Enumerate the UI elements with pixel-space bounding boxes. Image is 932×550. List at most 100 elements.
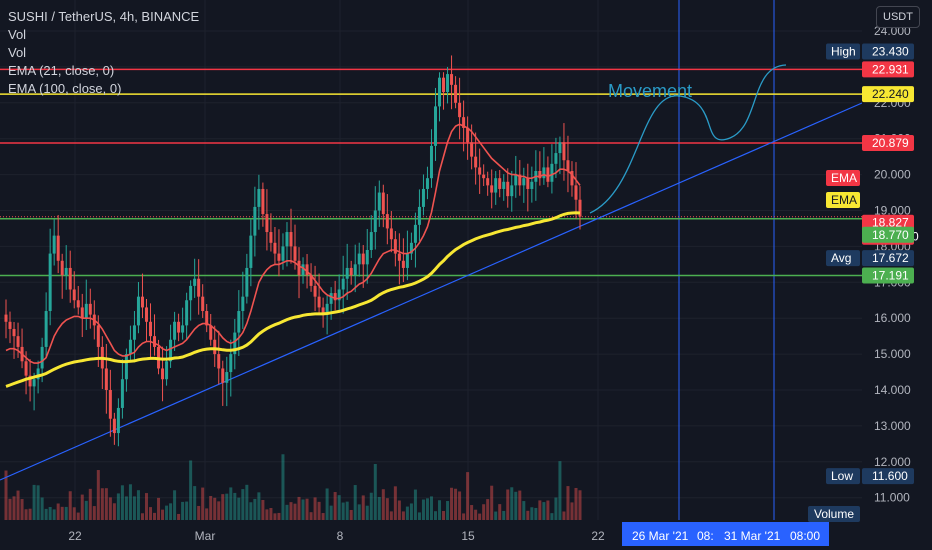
high-label-bg	[826, 43, 860, 60]
candle-body	[213, 339, 217, 355]
candle-body	[470, 142, 474, 157]
volume-bar	[128, 484, 132, 520]
legend-symbol[interactable]: SUSHI / TetherUS, 4h, BINANCE	[8, 9, 200, 24]
volume-bar	[417, 512, 421, 520]
candles	[4, 55, 582, 447]
candle-body	[317, 296, 321, 308]
volume-bar	[566, 486, 570, 520]
candle-body	[221, 368, 225, 383]
annotation-movement[interactable]: Movement	[608, 81, 692, 101]
candle-body	[4, 314, 8, 322]
grid	[0, 0, 862, 520]
volume-bar	[470, 505, 474, 520]
candle-body	[309, 275, 313, 286]
candle-body	[225, 372, 229, 383]
candle-body	[12, 328, 16, 337]
price-tick-label: 19.000	[874, 204, 911, 218]
candle-body	[197, 278, 201, 297]
legend-ema-21[interactable]: EMA (21, close, 0)	[8, 63, 115, 78]
time-markers	[678, 0, 775, 520]
volume-bar	[140, 513, 144, 520]
volume-bar	[409, 503, 413, 520]
volume-bar	[120, 485, 124, 520]
price-tick-label: 16.000	[874, 311, 911, 325]
volume-bar	[64, 506, 68, 520]
candle-body	[482, 174, 486, 179]
volume-bar	[56, 503, 60, 520]
volume-bar	[157, 497, 161, 520]
candle-body	[542, 167, 546, 179]
volume-bar	[8, 498, 12, 520]
candle-body	[237, 311, 241, 333]
candle-body	[229, 354, 233, 373]
volume-bar	[550, 513, 554, 520]
volume-bar	[96, 470, 100, 520]
volume-bar	[546, 500, 550, 520]
candle-body	[285, 232, 289, 247]
candle-body	[341, 278, 345, 290]
volume-bar	[76, 512, 80, 520]
volume-bar	[269, 507, 273, 520]
legend-vol-2[interactable]: Vol	[8, 45, 27, 60]
legend-ema-100[interactable]: EMA (100, close, 0)	[8, 81, 122, 96]
candle-body	[305, 264, 309, 276]
candle-body	[421, 188, 425, 207]
price-18770-bg	[862, 226, 914, 243]
candle-body	[297, 260, 301, 276]
candle-body	[185, 300, 189, 326]
candle-body	[393, 239, 397, 254]
volume-bar	[197, 505, 201, 520]
volume-bar	[413, 489, 417, 520]
avg-value-bg	[862, 250, 914, 267]
candle-body	[361, 253, 365, 265]
candle-body	[233, 332, 237, 355]
volume-bar	[153, 512, 157, 520]
candle-body	[201, 296, 205, 312]
volume-bar	[88, 488, 92, 520]
volume-bar	[221, 494, 225, 520]
candle-body	[337, 289, 341, 301]
candle-body	[8, 321, 12, 329]
candle-body	[397, 253, 401, 261]
candle-body	[249, 235, 253, 268]
volume-bar	[313, 497, 317, 520]
candle-body	[409, 242, 413, 254]
low-label-bg	[826, 468, 860, 485]
volume-bar	[257, 492, 261, 520]
volume-tag: Volume	[814, 507, 854, 521]
volume-bar	[144, 493, 148, 520]
candle-body	[52, 235, 56, 254]
volume-bar	[36, 485, 40, 520]
volume-bar	[389, 511, 393, 520]
candle-body	[566, 160, 570, 172]
legend-vol-1[interactable]: Vol	[8, 27, 27, 42]
candle-body	[401, 260, 405, 268]
candle-body	[269, 232, 273, 243]
volume-bar	[578, 490, 582, 520]
candle-body	[241, 296, 245, 312]
volume-bar	[28, 508, 32, 520]
candle-body	[36, 368, 40, 380]
volume-bar	[325, 488, 329, 520]
volume-bar	[261, 499, 265, 520]
candle-body	[369, 232, 373, 250]
volume-bar	[518, 490, 522, 520]
price-20879-bg	[862, 135, 914, 152]
high-value: 23.430	[872, 44, 909, 58]
volume-bar	[281, 454, 285, 520]
projection-curve	[589, 64, 787, 214]
candle-body	[144, 307, 148, 322]
candle-body	[209, 325, 213, 340]
volume-bar	[20, 499, 24, 520]
volume-bar	[124, 496, 128, 520]
volume-bar	[393, 486, 397, 520]
volume-bar	[438, 500, 442, 520]
currency-button[interactable]: USDT	[876, 6, 920, 28]
candle-body	[454, 84, 458, 103]
volume-bar	[309, 512, 313, 520]
volume-bar	[92, 506, 96, 520]
volume-bar	[16, 490, 20, 520]
volume-bar	[514, 491, 518, 520]
time-selection-label: 26 Mar '21	[632, 529, 689, 543]
